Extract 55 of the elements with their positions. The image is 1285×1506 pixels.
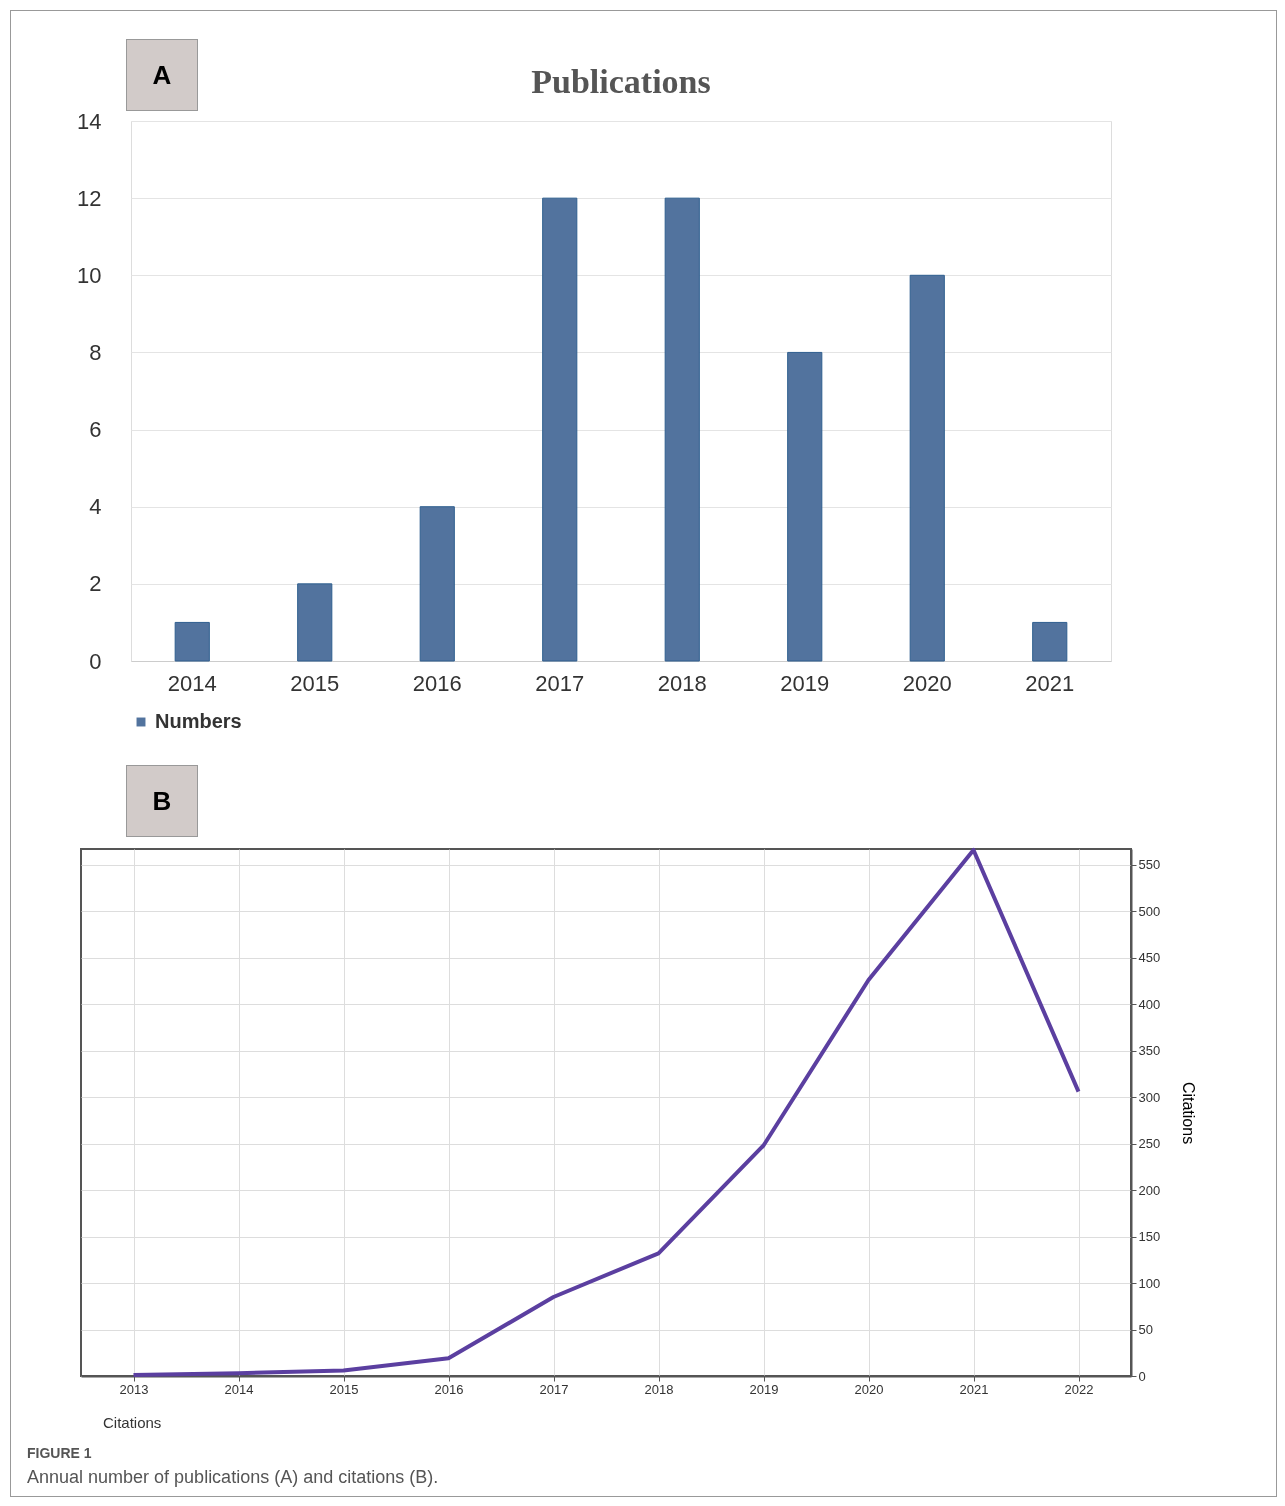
x-tick-label: 2017: [535, 670, 585, 696]
caption: FIGURE 1: [27, 1445, 93, 1461]
y-tick-label: 500: [1138, 903, 1161, 919]
x-tick-label: 2015: [329, 1381, 359, 1397]
y-tick-label: 6: [89, 417, 102, 443]
y-tick-label: 300: [1138, 1089, 1161, 1105]
legend-label: Numbers: [155, 710, 242, 732]
x-tick-label: 2018: [657, 670, 707, 696]
bar: [787, 351, 823, 662]
y-tick-label: 8: [89, 339, 102, 365]
x-tick-label: 2020: [854, 1381, 884, 1397]
bar: [909, 274, 945, 662]
text: Citations: [103, 1414, 162, 1431]
x-tick-label: 2014: [224, 1381, 254, 1397]
x-tick-label: 2021: [1025, 670, 1075, 696]
y-tick-label: 4: [89, 494, 102, 520]
y-tick-label: 0: [89, 648, 102, 674]
bar: [297, 583, 333, 662]
y-tick-label: 14: [77, 108, 102, 134]
text: B: [126, 765, 198, 837]
x-tick-label: 2017: [539, 1381, 569, 1397]
y-tick-label: 50: [1138, 1322, 1153, 1338]
y-tick-label: 0: [1138, 1368, 1146, 1384]
y-tick-label: 100: [1138, 1275, 1161, 1291]
y-tick-label: 550: [1138, 857, 1161, 873]
y-tick-label: 250: [1138, 1136, 1161, 1152]
y-tick-label: 400: [1138, 996, 1161, 1012]
x-tick-label: 2021: [959, 1381, 989, 1397]
x-tick-label: 2015: [290, 670, 340, 696]
x-tick-label: 2019: [749, 1381, 779, 1397]
bar: [1032, 621, 1068, 662]
y-tick-label: 150: [1138, 1229, 1161, 1245]
x-tick-label: 2016: [434, 1381, 464, 1397]
x-tick-label: 2018: [644, 1381, 674, 1397]
bar: [174, 621, 210, 662]
y-tick-label: 10: [77, 262, 102, 288]
bar: [419, 506, 455, 662]
text: A: [126, 39, 198, 111]
y-tick-label: 12: [77, 185, 102, 211]
x-tick-label: 2022: [1064, 1381, 1094, 1397]
x-tick-label: 2019: [780, 670, 830, 696]
y-tick-label: 2: [89, 571, 102, 597]
x-tick-label: 2013: [119, 1381, 149, 1397]
bar: [664, 197, 700, 662]
x-tick-label: 2016: [412, 670, 462, 696]
y-tick-label: 200: [1138, 1182, 1161, 1198]
x-tick-label: 2020: [902, 670, 952, 696]
y-tick-label: 450: [1138, 950, 1161, 966]
y-tick-label: 350: [1138, 1043, 1161, 1059]
bar: [542, 197, 578, 662]
x-tick-label: 2014: [167, 670, 217, 696]
text: Annual number of publications (A) and citations (B).: [27, 1467, 440, 1488]
line-series: [131, 847, 1081, 1378]
chart-title: Publications: [531, 63, 711, 100]
y-axis-title: Citations: [1180, 1081, 1198, 1145]
